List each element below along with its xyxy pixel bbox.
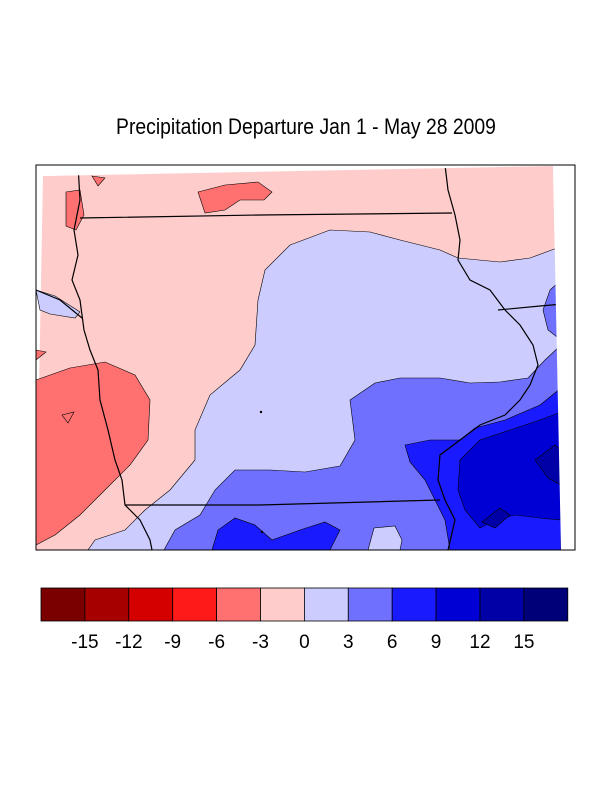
legend-box	[84, 587, 130, 622]
legend-box	[172, 587, 217, 622]
region-minus6-to-minus3-north	[197, 181, 273, 214]
station-marker	[259, 410, 263, 414]
legend-color-boxes	[40, 587, 569, 622]
legend-tick-label: 9	[431, 632, 442, 653]
region-12-to-15-small	[481, 507, 511, 529]
region-9-to-12	[457, 411, 562, 529]
state-borders	[35, 164, 576, 551]
legend-tick-label: 3	[343, 632, 354, 653]
legend-tick-label: -3	[252, 632, 269, 653]
region-minus6-to-minus3-west	[35, 361, 151, 546]
legend-box	[479, 587, 525, 622]
legend-box	[40, 587, 86, 622]
legend-tick-label: 15	[513, 632, 534, 653]
legend-box	[523, 587, 569, 622]
legend-box	[347, 587, 393, 622]
frame-edge-right	[553, 165, 575, 550]
legend-tick-label: -12	[115, 632, 142, 653]
station-marker	[260, 530, 264, 534]
legend-tick-label: 12	[469, 632, 490, 653]
legend-tick-label: -9	[164, 632, 181, 653]
legend-tick-label: 6	[387, 632, 398, 653]
region-minus6-to-minus3-small1	[91, 175, 106, 187]
legend-box	[391, 587, 437, 622]
legend-box	[303, 587, 349, 622]
legend-tick-label: -15	[71, 632, 98, 653]
region-6-to-9-south	[211, 517, 341, 551]
map-title: Precipitation Departure Jan 1 - May 28 2…	[116, 114, 496, 139]
legend-tick-label: -6	[208, 632, 225, 653]
region-0-to-3-west	[35, 289, 81, 319]
region-minus6-to-minus3-dot	[61, 411, 75, 424]
legend-tick-labels: -15 -12 -9 -6 -3 0 3 6 9 12 15	[71, 632, 534, 653]
legend-box	[435, 587, 481, 622]
legend-box	[260, 587, 305, 622]
legend-box	[216, 587, 261, 622]
frame-edge-top	[36, 165, 553, 176]
legend-tick-label: 0	[299, 632, 310, 653]
legend-box	[128, 587, 174, 622]
